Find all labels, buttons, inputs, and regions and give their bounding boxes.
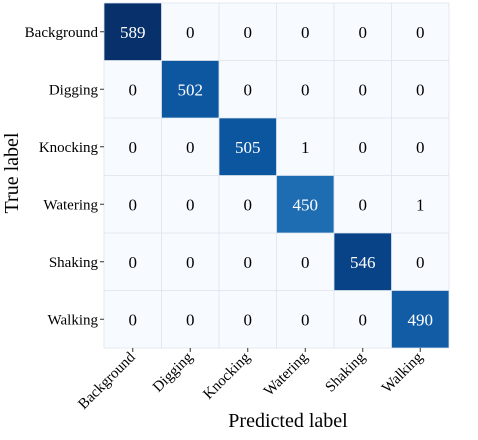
- heatmap-cell-watering-shaking: [334, 175, 392, 233]
- labels-layer: 589 0 0 0 0 0 0 502 0 0 0 0 0 0 505 1 0 0 0 0 0 450 0 1 0 0 0 0 546 0…: [120, 23, 433, 330]
- cell-value-label: 0: [416, 23, 425, 42]
- heatmap-cell-background-walking: [391, 3, 449, 61]
- cell-value-label: 546: [350, 253, 376, 272]
- heatmap-cell-background-knocking: [219, 3, 277, 61]
- heatmap-cell-background-digging: [161, 3, 219, 61]
- heatmap-cell-shaking-knocking: [219, 233, 277, 291]
- cell-value-label: 502: [178, 80, 204, 99]
- y-tick-label-knocking: Knocking: [39, 140, 99, 156]
- y-tick-label-shaking: Shaking: [49, 255, 99, 271]
- cell-value-label: 0: [129, 80, 138, 99]
- cell-value-label: 1: [301, 138, 310, 157]
- heatmap-cell-shaking-background: [104, 233, 162, 291]
- cell-value-label: 0: [359, 80, 368, 99]
- heatmap-cell-shaking-walking: [391, 233, 449, 291]
- heatmap-cell-knocking-digging: [161, 118, 219, 176]
- y-tick-label-watering: Watering: [43, 197, 98, 213]
- cell-value-label: 0: [244, 253, 253, 272]
- cell-value-label: 505: [235, 138, 261, 157]
- heatmap-cell-digging-knocking: [219, 60, 277, 118]
- heatmap-cell-walking-watering: [276, 290, 334, 348]
- heatmap-cell-knocking-walking: [391, 118, 449, 176]
- cell-value-label: 0: [301, 310, 310, 329]
- cell-value-label: 0: [359, 138, 368, 157]
- x-tick-label-knocking: Knocking: [200, 349, 253, 402]
- cell-value-label: 0: [186, 195, 195, 214]
- cell-value-label: 0: [129, 310, 138, 329]
- cell-value-label: 0: [186, 310, 195, 329]
- cell-value-label: 0: [186, 253, 195, 272]
- y-tick-label-digging: Digging: [49, 82, 99, 98]
- y-tick-label-walking: Walking: [48, 312, 99, 328]
- heatmap-cell-walking-knocking: [219, 290, 277, 348]
- grid-layer: [103, 2, 450, 349]
- heatmap-cell-watering-digging: [161, 175, 219, 233]
- cell-value-label: 0: [301, 253, 310, 272]
- heatmap-cell-walking-digging: [161, 290, 219, 348]
- heatmap-cell-walking-shaking: [334, 290, 392, 348]
- heatmap-cell-knocking-knocking: [219, 118, 277, 176]
- heatmap-cell-digging-digging: [161, 60, 219, 118]
- heatmap-cell-knocking-watering: [276, 118, 334, 176]
- cell-value-label: 0: [359, 23, 368, 42]
- cell-value-label: 0: [129, 138, 138, 157]
- cell-value-label: 0: [416, 253, 425, 272]
- heatmap-cell-watering-knocking: [219, 175, 277, 233]
- cell-value-label: 0: [244, 310, 253, 329]
- heatmap-cell-knocking-shaking: [334, 118, 392, 176]
- y-tick-label-background: Background: [25, 25, 99, 41]
- heatmap-cell-shaking-watering: [276, 233, 334, 291]
- cell-value-label: 0: [244, 195, 253, 214]
- x-tick-label-background: Background: [75, 349, 139, 413]
- cell-value-label: 0: [359, 310, 368, 329]
- heatmap-cell-knocking-background: [104, 118, 162, 176]
- x-tick-label-watering: Watering: [261, 349, 311, 399]
- heatmap-cell-walking-background: [104, 290, 162, 348]
- heatmap-cell-watering-walking: [391, 175, 449, 233]
- heatmap-cell-watering-watering: [276, 175, 334, 233]
- heatmap-cell-digging-background: [104, 60, 162, 118]
- heatmap-cell-shaking-digging: [161, 233, 219, 291]
- x-tick-label-digging: Digging: [150, 349, 196, 395]
- heatmap-cell-background-background: [104, 3, 162, 61]
- x-tick-label-shaking: Shaking: [322, 349, 368, 395]
- cell-value-label: 1: [416, 195, 425, 214]
- cell-value-label: 490: [408, 310, 434, 329]
- heatmap-cell-background-watering: [276, 3, 334, 61]
- heatmap-cell-background-shaking: [334, 3, 392, 61]
- cell-value-label: 0: [416, 80, 425, 99]
- heatmap-cell-walking-walking: [391, 290, 449, 348]
- x-tick-label-walking: Walking: [379, 349, 426, 396]
- y-axis-title: True label: [1, 132, 23, 213]
- cell-value-label: 0: [129, 253, 138, 272]
- x-axis-title: Predicted label: [228, 410, 348, 432]
- cell-value-label: 0: [244, 23, 253, 42]
- cell-value-label: 0: [186, 138, 195, 157]
- cell-value-label: 0: [129, 195, 138, 214]
- cell-value-label: 589: [120, 23, 146, 42]
- cells-layer: [104, 3, 449, 348]
- cell-value-label: 450: [293, 195, 319, 214]
- cell-value-label: 0: [301, 80, 310, 99]
- cell-value-label: 0: [186, 23, 195, 42]
- cell-value-label: 0: [359, 195, 368, 214]
- heatmap-cell-digging-watering: [276, 60, 334, 118]
- heatmap-cell-shaking-shaking: [334, 233, 392, 291]
- heatmap-cell-watering-background: [104, 175, 162, 233]
- cell-value-label: 0: [301, 23, 310, 42]
- heatmap-cell-digging-walking: [391, 60, 449, 118]
- cell-value-label: 0: [416, 138, 425, 157]
- heatmap-cell-digging-shaking: [334, 60, 392, 118]
- cell-value-label: 0: [244, 80, 253, 99]
